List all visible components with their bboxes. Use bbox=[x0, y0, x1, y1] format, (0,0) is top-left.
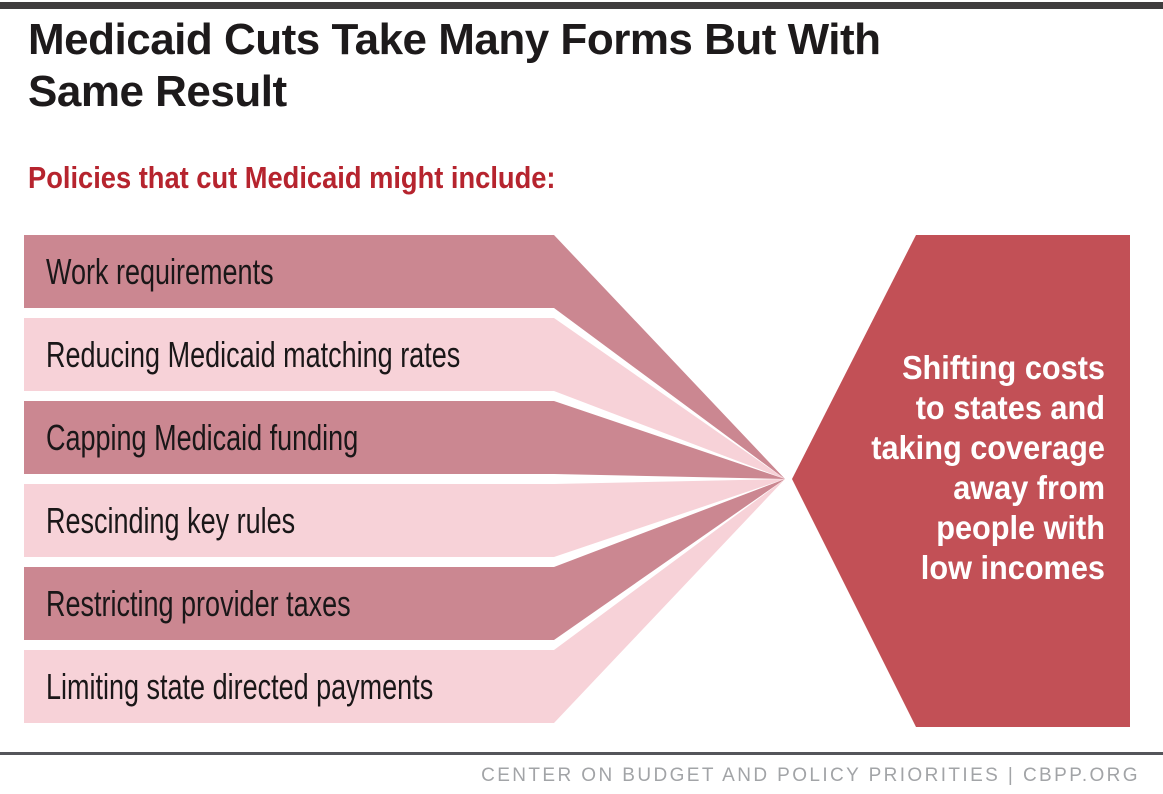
footer-attribution: CENTER ON BUDGET AND POLICY PRIORITIES |… bbox=[481, 765, 1140, 786]
policy-wedge-6 bbox=[24, 479, 785, 723]
policy-label: Reducing Medicaid matching rates bbox=[46, 333, 461, 375]
policy-label: Work requirements bbox=[46, 250, 274, 292]
page-title-line-1: Medicaid Cuts Take Many Forms But With bbox=[28, 15, 881, 64]
result-line: people with bbox=[936, 509, 1105, 546]
top-accent-bar bbox=[0, 2, 1163, 9]
policy-label: Rescinding key rules bbox=[46, 499, 296, 541]
page-title-line-2: Same Result bbox=[28, 67, 287, 116]
policy-label: Limiting state directed payments bbox=[46, 665, 434, 707]
policy-wedge-3 bbox=[24, 401, 785, 479]
policy-wedge-1 bbox=[24, 235, 785, 479]
policy-bar-rescinding-rules: Rescinding key rules bbox=[24, 484, 554, 557]
page-title: Medicaid Cuts Take Many Forms But With S… bbox=[28, 14, 1108, 118]
policy-bar-matching-rates: Reducing Medicaid matching rates bbox=[24, 318, 554, 391]
footer-divider bbox=[0, 752, 1163, 755]
policy-wedge-5 bbox=[24, 479, 785, 640]
policy-bar-directed-payments: Limiting state directed payments bbox=[24, 650, 554, 723]
result-statement: Shifting costs to states and taking cove… bbox=[826, 348, 1105, 588]
policy-bar-provider-taxes: Restricting provider taxes bbox=[24, 567, 554, 640]
result-line: Shifting costs bbox=[902, 349, 1105, 386]
policy-wedge-2 bbox=[24, 318, 785, 479]
result-line: taking coverage bbox=[871, 429, 1105, 466]
policy-label: Restricting provider taxes bbox=[46, 582, 351, 624]
result-arrow-shape bbox=[792, 235, 1130, 727]
result-line: to states and bbox=[915, 389, 1105, 426]
policy-bar-work-requirements: Work requirements bbox=[24, 235, 554, 308]
policy-label: Capping Medicaid funding bbox=[46, 416, 359, 458]
diagram-subtitle: Policies that cut Medicaid might include… bbox=[28, 160, 556, 195]
result-line: away from bbox=[953, 469, 1105, 506]
policy-wedge-4 bbox=[24, 479, 785, 557]
policy-bar-capping-funding: Capping Medicaid funding bbox=[24, 401, 554, 474]
result-line: low incomes bbox=[920, 549, 1105, 586]
